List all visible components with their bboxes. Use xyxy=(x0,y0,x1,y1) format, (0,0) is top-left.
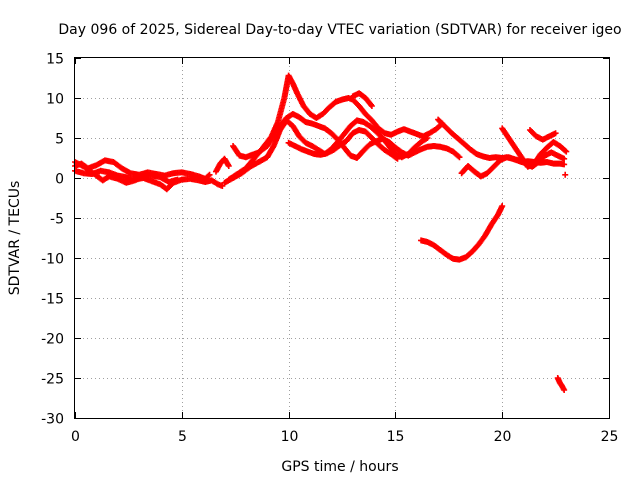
y-tick-label: 0 xyxy=(55,172,64,188)
data-point xyxy=(561,387,568,393)
x-tick-label: 20 xyxy=(494,429,512,445)
series-prn-i xyxy=(349,90,375,109)
data-point xyxy=(563,148,570,155)
y-tick-label: 15 xyxy=(46,52,64,68)
data-point xyxy=(225,163,232,169)
chart-title: Day 096 of 2025, Sidereal Day-to-day VTE… xyxy=(58,22,621,38)
data-point xyxy=(424,135,431,141)
data-point xyxy=(552,130,559,137)
tick-labels: 0 5 10 15 20 25 -30 -25 -20 -15 -10 -5 0 5 10 15 xyxy=(41,52,618,446)
y-axis-label: SDTVAR / TECUs xyxy=(7,181,23,296)
series-prn-d xyxy=(212,155,232,175)
series-prn-h xyxy=(285,127,401,162)
x-tick-label: 25 xyxy=(601,429,619,445)
data-point xyxy=(206,171,213,178)
series-prn-p xyxy=(562,171,569,178)
plot-frame xyxy=(74,57,610,419)
data-point xyxy=(368,103,375,109)
series-prn-n xyxy=(526,127,559,143)
series-prn-k xyxy=(418,203,506,263)
data-point xyxy=(455,153,462,160)
x-tick-label: 10 xyxy=(281,429,299,445)
data-point xyxy=(561,161,568,168)
data-point xyxy=(174,176,181,183)
series-prn-o xyxy=(554,375,568,393)
series-prn-a xyxy=(72,157,213,182)
x-tick-label: 5 xyxy=(178,429,187,445)
data-point xyxy=(456,154,463,161)
x-tick-label: 15 xyxy=(387,429,405,445)
y-tick-label: -15 xyxy=(41,292,64,308)
y-tick-label: -20 xyxy=(41,332,64,348)
data-point xyxy=(394,155,401,162)
y-tick-label: 10 xyxy=(46,92,64,108)
data-point xyxy=(499,203,506,209)
data-point xyxy=(367,101,374,108)
data-point xyxy=(205,172,212,179)
data-points xyxy=(72,72,570,393)
x-axis-label: GPS time / hours xyxy=(281,459,398,475)
data-point xyxy=(561,155,568,162)
y-tick-label: -10 xyxy=(41,252,64,268)
data-point xyxy=(562,147,569,154)
series-prn-c xyxy=(72,159,181,186)
grid-lines xyxy=(75,58,609,418)
y-tick-label: 5 xyxy=(55,132,64,148)
data-point xyxy=(219,183,226,189)
axis-ticks xyxy=(75,58,610,419)
y-tick-label: -25 xyxy=(41,372,64,388)
y-tick-label: -30 xyxy=(41,412,64,428)
x-tick-label: 0 xyxy=(71,429,80,445)
series-prn-m xyxy=(499,125,570,170)
series-prn-e xyxy=(225,72,446,183)
y-tick-label: -5 xyxy=(50,212,64,228)
data-point xyxy=(562,171,569,178)
